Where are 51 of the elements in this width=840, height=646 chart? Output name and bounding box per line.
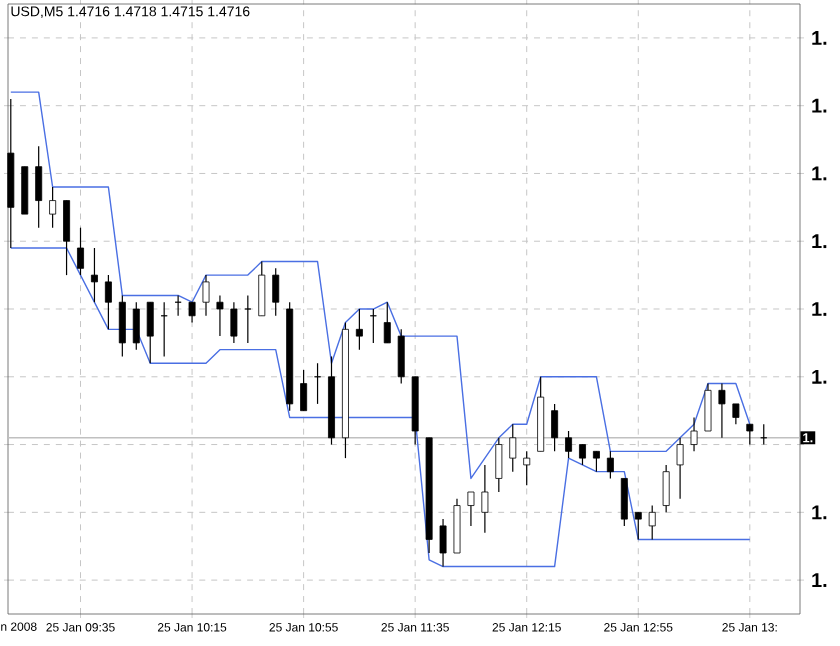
candlestick xyxy=(592,450,600,473)
candlestick xyxy=(258,260,266,317)
candlestick xyxy=(146,301,154,364)
y-tick-label: 1. xyxy=(812,573,827,587)
candlestick xyxy=(620,477,628,527)
candlestick xyxy=(132,301,140,351)
candlestick xyxy=(495,437,503,493)
candlestick xyxy=(648,504,656,541)
candlestick xyxy=(439,518,447,568)
candlestick xyxy=(467,491,475,527)
y-tick-label: 1. xyxy=(812,234,827,249)
candlestick xyxy=(383,301,391,344)
candlestick xyxy=(481,464,489,534)
candlestick xyxy=(397,328,405,385)
y-tick-label: 1. xyxy=(812,505,827,520)
candlestick xyxy=(662,464,670,513)
candlestick xyxy=(523,450,531,486)
candlestick xyxy=(63,199,71,276)
candlestick xyxy=(634,511,642,541)
candlestick xyxy=(690,416,698,452)
candlestick xyxy=(35,145,43,229)
candlestick xyxy=(77,227,84,276)
y-tick-label: 1. xyxy=(812,98,827,113)
y-tick-label: 1. xyxy=(812,369,827,384)
candlestick xyxy=(565,430,573,459)
candlestick xyxy=(21,166,29,215)
candlestick xyxy=(244,294,252,344)
candlestick xyxy=(718,382,726,439)
candlestick xyxy=(453,498,461,554)
candlestick xyxy=(676,437,684,500)
candlestick xyxy=(606,450,614,480)
candlestick xyxy=(188,301,196,324)
candlestick xyxy=(732,403,740,425)
candlestick xyxy=(49,186,57,229)
y-tick-label: 1. xyxy=(812,31,827,45)
candlestick xyxy=(230,301,238,344)
y-tick-label: 1. xyxy=(812,166,827,181)
candlestick xyxy=(746,423,754,446)
candlestick xyxy=(216,294,224,337)
candlestick xyxy=(355,308,363,351)
candlestick xyxy=(104,274,112,330)
candlestick xyxy=(300,369,308,412)
y-tick-label: 1. xyxy=(812,302,827,316)
candlestick xyxy=(509,423,517,473)
candlestick xyxy=(272,267,280,317)
candlestick xyxy=(90,247,98,303)
candlestick xyxy=(551,403,559,452)
candlestick xyxy=(118,294,126,358)
candlestick xyxy=(202,274,210,317)
candlestick xyxy=(579,443,586,466)
candlestick xyxy=(704,382,712,432)
